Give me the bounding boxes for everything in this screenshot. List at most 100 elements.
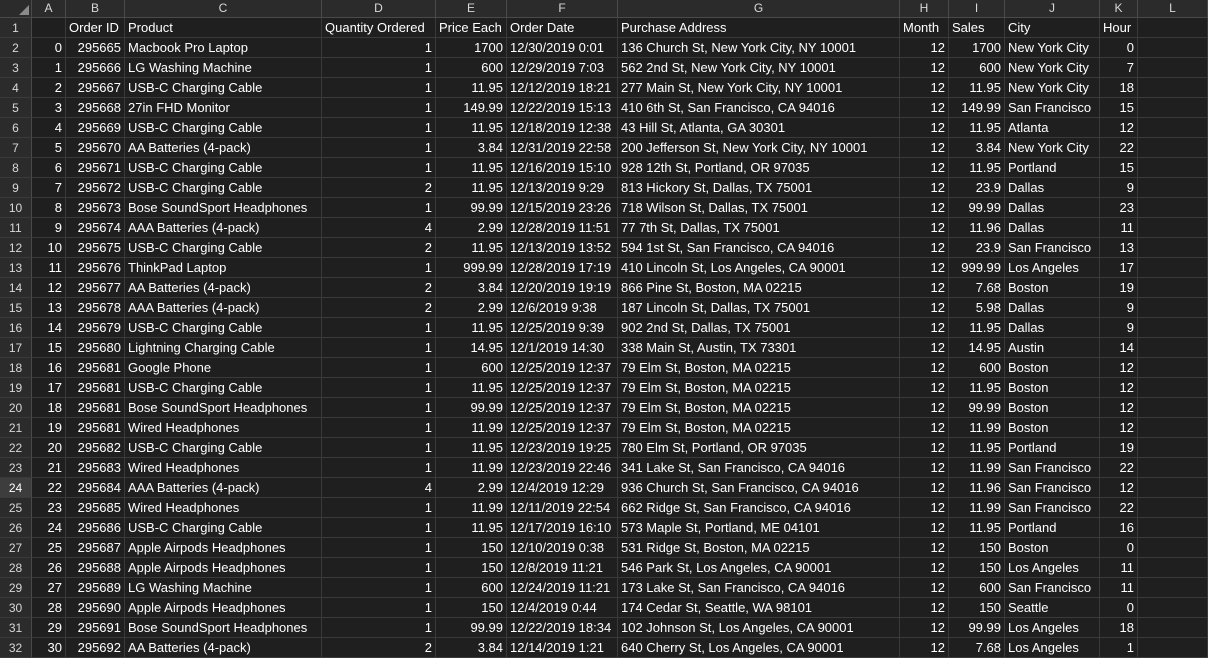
table-cell[interactable]: Lightning Charging Cable [125,338,322,358]
row-header[interactable]: 10 [0,198,32,218]
table-cell[interactable]: 3.84 [436,638,507,658]
table-cell[interactable]: AAA Batteries (4-pack) [125,478,322,498]
row-header[interactable]: 1 [0,18,32,38]
table-cell[interactable] [1138,398,1208,418]
table-cell[interactable]: Bose SoundSport Headphones [125,398,322,418]
table-cell[interactable] [1138,78,1208,98]
table-cell[interactable]: AA Batteries (4-pack) [125,638,322,658]
table-cell[interactable]: 79 Elm St, Boston, MA 02215 [618,378,900,398]
table-cell[interactable]: 999.99 [949,258,1005,278]
table-cell[interactable]: 11 [32,258,66,278]
table-cell[interactable]: 1 [322,418,436,438]
table-cell[interactable]: 23.9 [949,238,1005,258]
table-cell[interactable]: 12 [900,258,949,278]
table-cell[interactable]: 11.99 [949,458,1005,478]
table-cell[interactable] [1138,618,1208,638]
table-cell[interactable]: 3.84 [949,138,1005,158]
table-cell[interactable]: 8 [32,198,66,218]
table-cell[interactable]: 11.95 [949,118,1005,138]
table-cell[interactable]: 12/8/2019 11:21 [507,558,618,578]
table-cell[interactable]: 11 [1100,558,1138,578]
table-cell[interactable]: 11.95 [436,118,507,138]
table-cell[interactable]: 23 [32,498,66,518]
header-cell[interactable]: Order ID [66,18,125,38]
table-cell[interactable]: 780 Elm St, Portland, OR 97035 [618,438,900,458]
table-cell[interactable]: 600 [949,578,1005,598]
table-cell[interactable]: 12 [32,278,66,298]
table-cell[interactable]: 26 [32,558,66,578]
header-cell[interactable]: Price Each [436,18,507,38]
table-cell[interactable]: 11.95 [949,518,1005,538]
table-cell[interactable]: San Francisco [1005,98,1100,118]
table-cell[interactable]: 12 [900,638,949,658]
table-cell[interactable]: Boston [1005,398,1100,418]
table-cell[interactable]: San Francisco [1005,478,1100,498]
table-cell[interactable]: 11.95 [436,178,507,198]
table-cell[interactable]: 12 [900,238,949,258]
table-cell[interactable]: USB-C Charging Cable [125,318,322,338]
table-cell[interactable]: 12 [900,318,949,338]
table-cell[interactable]: Macbook Pro Laptop [125,38,322,58]
table-cell[interactable] [1138,338,1208,358]
table-cell[interactable]: Dallas [1005,218,1100,238]
table-cell[interactable]: 12 [1100,478,1138,498]
table-cell[interactable]: USB-C Charging Cable [125,158,322,178]
table-cell[interactable]: 813 Hickory St, Dallas, TX 75001 [618,178,900,198]
table-cell[interactable]: 295675 [66,238,125,258]
table-cell[interactable]: 149.99 [436,98,507,118]
table-cell[interactable]: 22 [1100,138,1138,158]
column-header-g[interactable]: G [618,0,900,17]
table-cell[interactable]: 1 [322,118,436,138]
table-cell[interactable]: 27in FHD Monitor [125,98,322,118]
table-cell[interactable]: 4 [322,478,436,498]
table-cell[interactable]: 1 [322,378,436,398]
column-header-k[interactable]: K [1100,0,1138,17]
table-cell[interactable]: USB-C Charging Cable [125,118,322,138]
table-cell[interactable]: LG Washing Machine [125,578,322,598]
table-cell[interactable]: Apple Airpods Headphones [125,598,322,618]
table-cell[interactable]: 27 [32,578,66,598]
row-header[interactable]: 32 [0,638,32,658]
row-header[interactable]: 28 [0,558,32,578]
table-cell[interactable]: 12/4/2019 0:44 [507,598,618,618]
column-header-h[interactable]: H [900,0,949,17]
table-cell[interactable]: Los Angeles [1005,558,1100,578]
table-cell[interactable]: 295668 [66,98,125,118]
table-cell[interactable]: 150 [949,598,1005,618]
table-cell[interactable] [1138,438,1208,458]
table-cell[interactable]: AAA Batteries (4-pack) [125,298,322,318]
table-cell[interactable]: 187 Lincoln St, Dallas, TX 75001 [618,298,900,318]
table-cell[interactable]: 295681 [66,378,125,398]
table-cell[interactable]: 174 Cedar St, Seattle, WA 98101 [618,598,900,618]
header-cell[interactable] [1138,18,1208,38]
table-cell[interactable]: 17 [1100,258,1138,278]
table-cell[interactable]: 12/11/2019 22:54 [507,498,618,518]
table-cell[interactable]: Dallas [1005,298,1100,318]
table-cell[interactable]: 99.99 [436,198,507,218]
table-cell[interactable]: 12/4/2019 12:29 [507,478,618,498]
table-cell[interactable]: 12 [900,378,949,398]
table-cell[interactable]: 99.99 [436,398,507,418]
table-cell[interactable]: 12 [900,38,949,58]
table-cell[interactable]: 999.99 [436,258,507,278]
column-header-l[interactable]: L [1138,0,1208,17]
table-cell[interactable]: 11.99 [436,498,507,518]
table-cell[interactable]: 277 Main St, New York City, NY 10001 [618,78,900,98]
row-header[interactable]: 24 [0,478,32,498]
table-cell[interactable]: 79 Elm St, Boston, MA 02215 [618,358,900,378]
table-cell[interactable]: 12 [900,618,949,638]
table-cell[interactable]: USB-C Charging Cable [125,178,322,198]
row-header[interactable]: 7 [0,138,32,158]
table-cell[interactable]: 295666 [66,58,125,78]
table-cell[interactable]: 14 [32,318,66,338]
row-header[interactable]: 16 [0,318,32,338]
table-cell[interactable]: 3 [32,98,66,118]
table-cell[interactable]: 12 [1100,418,1138,438]
table-cell[interactable]: 295692 [66,638,125,658]
table-cell[interactable]: 2 [322,238,436,258]
table-cell[interactable]: 12 [900,458,949,478]
table-cell[interactable]: 9 [1100,298,1138,318]
table-cell[interactable] [1138,158,1208,178]
table-cell[interactable]: 1 [322,198,436,218]
table-cell[interactable]: 173 Lake St, San Francisco, CA 94016 [618,578,900,598]
